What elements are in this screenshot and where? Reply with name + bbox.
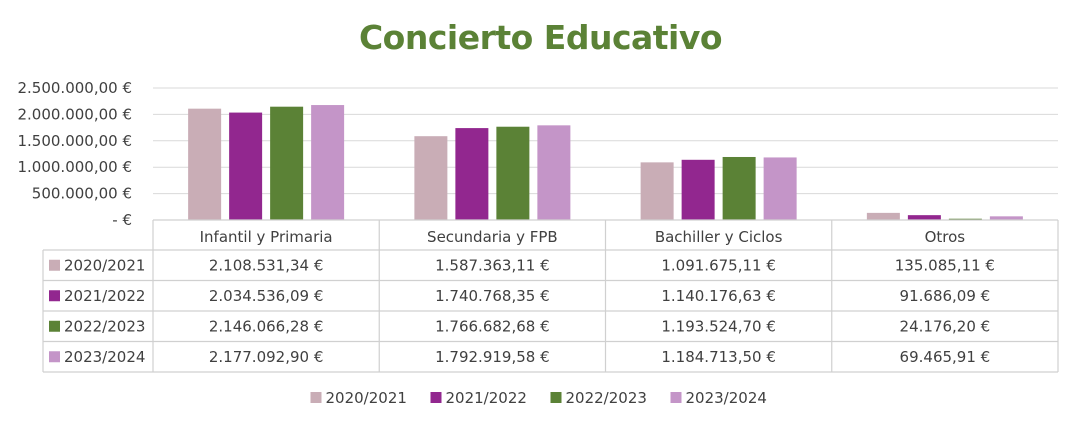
data-label: 1.740.768,35 € (435, 287, 550, 305)
bar (455, 128, 489, 220)
chart-title: Concierto Educativo (358, 18, 723, 57)
data-label: 2.177.092,90 € (209, 348, 324, 366)
data-label: 135.085,11 € (895, 256, 995, 274)
legend-swatch (310, 392, 322, 403)
bar (866, 212, 900, 220)
data-label: 69.465,91 € (900, 348, 991, 366)
data-label: 2.108.531,34 € (209, 256, 324, 274)
data-label: 1.792.919,58 € (435, 348, 550, 366)
y-tick-label: 1.000.000,00 € (17, 158, 132, 176)
bar (989, 216, 1023, 220)
bar (311, 105, 345, 220)
bar (722, 156, 756, 220)
legend-label: 2021/2022 (446, 389, 527, 407)
legend-swatch (430, 392, 442, 403)
data-label: 1.193.524,70 € (661, 317, 776, 335)
row-header: 2022/2023 (64, 317, 145, 335)
legend-label: 2020/2021 (326, 389, 407, 407)
legend-key (49, 351, 60, 363)
legend-key (49, 290, 60, 302)
x-tick-label: Secundaria y FPB (427, 228, 558, 246)
bar (907, 215, 941, 220)
data-label: 2.146.066,28 € (209, 317, 324, 335)
row-header: 2020/2021 (64, 256, 145, 274)
data-label: 1.587.363,11 € (435, 256, 550, 274)
data-label: 91.686,09 € (900, 287, 991, 305)
legend-swatch (670, 392, 682, 403)
row-header: 2021/2022 (64, 287, 145, 305)
bar (188, 108, 222, 220)
x-tick-label: Bachiller y Ciclos (655, 228, 783, 246)
data-label: 2.034.536,09 € (209, 287, 324, 305)
data-label: 1.184.713,50 € (661, 348, 776, 366)
data-label: 24.176,20 € (900, 317, 991, 335)
bar (681, 159, 715, 220)
x-tick-label: Otros (925, 228, 966, 246)
bar (640, 162, 674, 220)
legend-key (49, 320, 60, 332)
data-label: 1.140.176,63 € (661, 287, 776, 305)
data-label: 1.766.682,68 € (435, 317, 550, 335)
bar (537, 125, 571, 220)
bar (229, 112, 263, 220)
bar (948, 218, 982, 220)
data-label: 1.091.675,11 € (661, 256, 776, 274)
bar (496, 126, 530, 220)
x-tick-label: Infantil y Primaria (200, 228, 333, 246)
y-tick-label: 2.000.000,00 € (17, 105, 132, 123)
bar (270, 106, 304, 220)
y-tick-label: 500.000,00 € (32, 185, 132, 203)
bar (414, 136, 448, 220)
legend-label: 2022/2023 (566, 389, 647, 407)
bar (763, 157, 797, 220)
y-tick-label: - € (112, 211, 132, 229)
legend-swatch (550, 392, 562, 403)
legend-label: 2023/2024 (686, 389, 767, 407)
y-tick-label: 2.500.000,00 € (17, 79, 132, 97)
row-header: 2023/2024 (64, 348, 145, 366)
y-tick-label: 1.500.000,00 € (17, 132, 132, 150)
legend-key (49, 259, 60, 271)
